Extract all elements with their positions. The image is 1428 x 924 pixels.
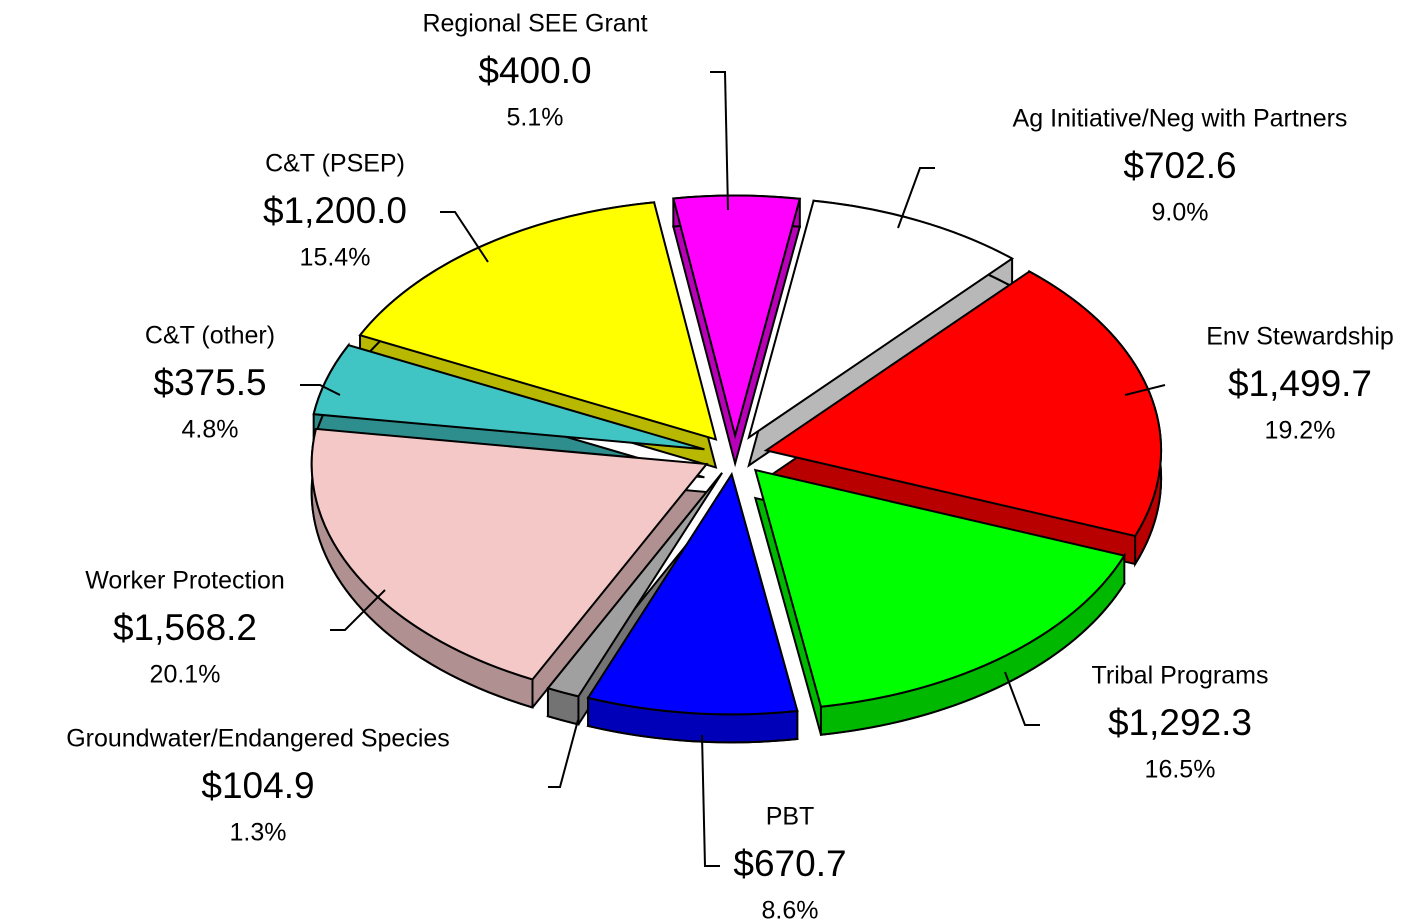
percent-label: 15.4% (300, 244, 371, 272)
value-label: $1,568.2 (113, 607, 257, 648)
slice-name: Ag Initiative/Neg with Partners (1013, 105, 1348, 133)
value-label: $104.9 (201, 765, 314, 806)
slice-name: Env Stewardship (1206, 323, 1394, 351)
value-label: $1,292.3 (1108, 702, 1252, 743)
leader-line (548, 719, 579, 788)
slice-name: Worker Protection (85, 567, 285, 595)
slice (312, 344, 705, 451)
value-label: $1,200.0 (263, 190, 407, 231)
slice-name: Regional SEE Grant (422, 10, 647, 38)
leader-line (440, 211, 489, 263)
slice-name: C&T (other) (145, 322, 275, 350)
percent-label: 9.0% (1152, 199, 1209, 227)
percent-label: 8.6% (762, 897, 819, 924)
leader-line (897, 167, 935, 229)
slice (358, 201, 718, 441)
slice (586, 471, 799, 716)
slice-group (586, 471, 799, 744)
leader-line (710, 71, 729, 211)
slice-group (672, 194, 802, 468)
slice-name: Groundwater/Endangered Species (66, 725, 450, 753)
percent-label: 16.5% (1145, 756, 1216, 784)
slice-group (312, 342, 705, 479)
slice (310, 427, 709, 681)
value-label: $1,499.7 (1228, 363, 1372, 404)
slice-name: Tribal Programs (1092, 662, 1269, 690)
value-label: $375.5 (153, 362, 266, 403)
slice-group (753, 468, 1126, 736)
percent-label: 19.2% (1265, 417, 1336, 445)
slice (763, 270, 1163, 538)
leader-line (701, 734, 720, 867)
leader-line (330, 589, 386, 631)
slice-name: PBT (766, 803, 815, 831)
value-label: $400.0 (478, 50, 591, 91)
value-label: $670.7 (733, 843, 846, 884)
slice (747, 199, 1015, 440)
value-label: $702.6 (1123, 145, 1236, 186)
slice (672, 194, 802, 440)
slice-group (310, 427, 709, 709)
percent-label: 5.1% (507, 104, 564, 132)
percent-label: 4.8% (182, 416, 239, 444)
slice (546, 472, 723, 698)
slice-group (358, 201, 718, 469)
leader-line (1004, 671, 1040, 726)
percent-label: 20.1% (150, 661, 221, 689)
leader-line (1124, 384, 1166, 396)
percent-label: 1.3% (230, 819, 287, 847)
leader-line (300, 384, 341, 396)
slice-name: C&T (PSEP) (265, 150, 405, 178)
slice-group (747, 199, 1015, 468)
slice (753, 468, 1126, 708)
